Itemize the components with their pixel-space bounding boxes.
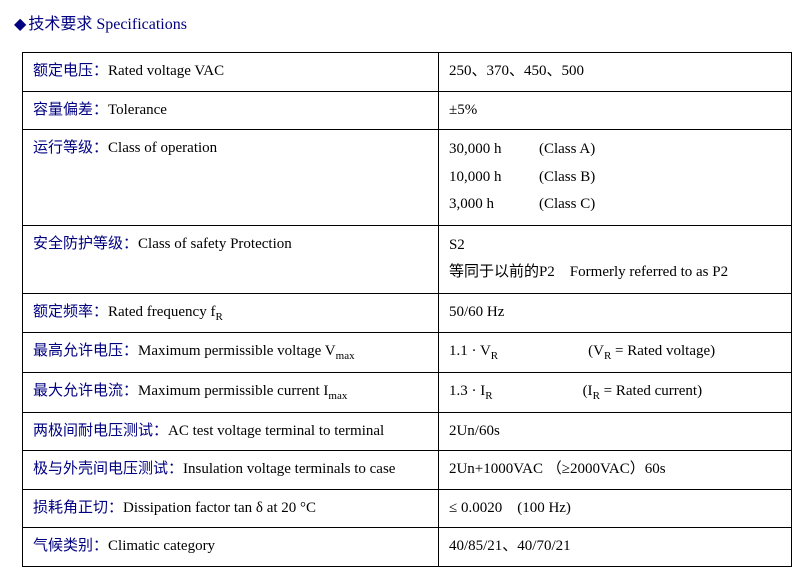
spec-label-cell: 气候类别：Climatic category [23, 528, 439, 567]
label-en: Dissipation factor tan δ at 20 °C [123, 500, 316, 516]
heading-zh: 技术要求 [28, 16, 92, 33]
spec-label-cell: 额定电压：Rated voltage VAC [23, 53, 439, 92]
label-zh: 容量偏差： [33, 102, 108, 118]
label-zh: 运行等级： [33, 140, 108, 156]
label-zh: 两极间耐电压测试： [33, 423, 168, 439]
label-en: Climatic category [108, 538, 215, 554]
table-row: 最高允许电压：Maximum permissible voltage Vmax1… [23, 333, 792, 373]
label-en: Class of safety Protection [138, 236, 292, 252]
table-row: 极与外壳间电压测试：Insulation voltage terminals t… [23, 451, 792, 490]
heading-en: Specifications [96, 16, 187, 33]
spec-label-cell: 容量偏差：Tolerance [23, 91, 439, 130]
spec-label-cell: 最高允许电压：Maximum permissible voltage Vmax [23, 333, 439, 373]
table-row: 额定电压：Rated voltage VAC250、370、450、500 [23, 53, 792, 92]
spec-value-cell: 50/60 Hz [438, 293, 791, 333]
spec-value-cell: S2等同于以前的P2 Formerly referred to as P2 [438, 225, 791, 293]
label-en: Tolerance [108, 102, 167, 118]
label-en: Maximum permissible current I [138, 383, 328, 399]
section-heading: ◆技术要求 Specifications [10, 10, 799, 34]
spec-label-cell: 极与外壳间电压测试：Insulation voltage terminals t… [23, 451, 439, 490]
label-en-sub: R [215, 311, 222, 323]
label-zh: 额定频率： [33, 304, 108, 320]
spec-value-cell: 2Un/60s [438, 412, 791, 451]
spec-label-cell: 额定频率：Rated frequency fR [23, 293, 439, 333]
diamond-bullet: ◆ [14, 16, 26, 33]
table-row: 两极间耐电压测试：AC test voltage terminal to ter… [23, 412, 792, 451]
spec-value-cell: 40/85/21、40/70/21 [438, 528, 791, 567]
spec-value-cell: 1.1 · VR(VR = Rated voltage) [438, 333, 791, 373]
spec-value-cell: 2Un+1000VAC （≥2000VAC）60s [438, 451, 791, 490]
spec-value-cell: 250、370、450、500 [438, 53, 791, 92]
label-zh: 最大允许电流： [33, 383, 138, 399]
spec-value-cell: 1.3 · IR(IR = Rated current) [438, 372, 791, 412]
label-en: Rated voltage VAC [108, 63, 224, 79]
spec-value-cell: ≤ 0.0020 (100 Hz) [438, 489, 791, 528]
table-row: 损耗角正切：Dissipation factor tan δ at 20 °C≤… [23, 489, 792, 528]
label-en: Class of operation [108, 140, 217, 156]
label-zh: 最高允许电压： [33, 343, 138, 359]
spec-label-cell: 损耗角正切：Dissipation factor tan δ at 20 °C [23, 489, 439, 528]
spec-table: 额定电压：Rated voltage VAC250、370、450、500容量偏… [22, 52, 792, 567]
spec-value-cell: ±5% [438, 91, 791, 130]
label-en-sub: max [336, 350, 355, 362]
label-zh: 额定电压： [33, 63, 108, 79]
spec-label-cell: 安全防护等级：Class of safety Protection [23, 225, 439, 293]
table-row: 安全防护等级：Class of safety ProtectionS2等同于以前… [23, 225, 792, 293]
table-row: 容量偏差：Tolerance±5% [23, 91, 792, 130]
table-row: 气候类别：Climatic category40/85/21、40/70/21 [23, 528, 792, 567]
label-en: AC test voltage terminal to terminal [168, 423, 384, 439]
label-en: Maximum permissible voltage V [138, 343, 336, 359]
spec-label-cell: 最大允许电流：Maximum permissible current Imax [23, 372, 439, 412]
label-zh: 极与外壳间电压测试： [33, 461, 183, 477]
table-row: 最大允许电流：Maximum permissible current Imax1… [23, 372, 792, 412]
spec-label-cell: 两极间耐电压测试：AC test voltage terminal to ter… [23, 412, 439, 451]
table-row: 运行等级：Class of operation30,000 h(Class A)… [23, 130, 792, 226]
spec-value-cell: 30,000 h(Class A)10,000 h(Class B)3,000 … [438, 130, 791, 226]
label-zh: 损耗角正切： [33, 500, 123, 516]
spec-label-cell: 运行等级：Class of operation [23, 130, 439, 226]
table-row: 额定频率：Rated frequency fR50/60 Hz [23, 293, 792, 333]
label-en: Rated frequency f [108, 304, 215, 320]
label-zh: 气候类别： [33, 538, 108, 554]
label-en: Insulation voltage terminals to case [183, 461, 395, 477]
label-en-sub: max [328, 390, 347, 402]
label-zh: 安全防护等级： [33, 236, 138, 252]
